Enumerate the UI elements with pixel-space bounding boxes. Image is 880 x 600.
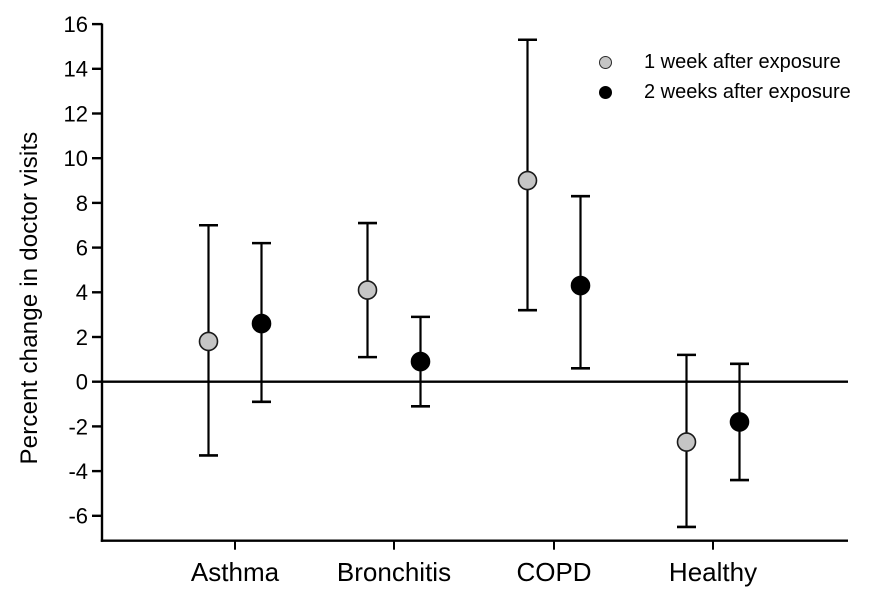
legend-item-week2: 2 weeks after exposure bbox=[599, 77, 851, 107]
y-axis-tick-label: -6 bbox=[68, 504, 88, 529]
y-axis-title: Percent change in doctor visits bbox=[16, 131, 43, 465]
legend-marker-week1-icon bbox=[599, 55, 612, 69]
data-point-week2-bronchitis bbox=[410, 351, 431, 372]
legend: 1 week after exposure 2 weeks after expo… bbox=[599, 47, 851, 107]
y-axis-tick-label: 8 bbox=[76, 191, 88, 216]
y-axis-tick-label: 0 bbox=[76, 370, 88, 395]
data-point-week2-healthy bbox=[729, 412, 750, 432]
y-axis-tick-label: 14 bbox=[64, 57, 88, 82]
data-point-week1-asthma bbox=[198, 331, 219, 352]
y-axis-tick-label: -2 bbox=[68, 414, 88, 439]
x-axis-category-label: Healthy bbox=[669, 557, 757, 587]
data-point-week2-asthma bbox=[251, 313, 272, 334]
y-axis-tick-label: 4 bbox=[76, 280, 88, 305]
data-point-week1-copd bbox=[517, 170, 538, 191]
data-point-week2-copd bbox=[570, 275, 591, 296]
x-axis-category-label: Asthma bbox=[191, 557, 280, 587]
y-axis-tick-label: 16 bbox=[64, 12, 88, 37]
data-point-week1-healthy bbox=[676, 432, 697, 452]
y-axis-tick-label: -4 bbox=[68, 459, 88, 484]
y-axis-tick-label: 12 bbox=[64, 101, 88, 126]
legend-label-week2: 2 weeks after exposure bbox=[644, 80, 851, 103]
legend-item-week1: 1 week after exposure bbox=[599, 47, 851, 77]
y-axis-tick-label: 6 bbox=[76, 236, 88, 261]
legend-label-week1: 1 week after exposure bbox=[644, 50, 841, 73]
x-axis-category-label: COPD bbox=[516, 557, 591, 587]
x-axis-category-label: Bronchitis bbox=[337, 557, 451, 587]
data-point-week1-bronchitis bbox=[357, 280, 378, 300]
legend-marker-week2-icon bbox=[599, 85, 612, 99]
y-axis-tick-label: 2 bbox=[76, 325, 88, 350]
y-axis-tick-label: 10 bbox=[64, 146, 88, 171]
